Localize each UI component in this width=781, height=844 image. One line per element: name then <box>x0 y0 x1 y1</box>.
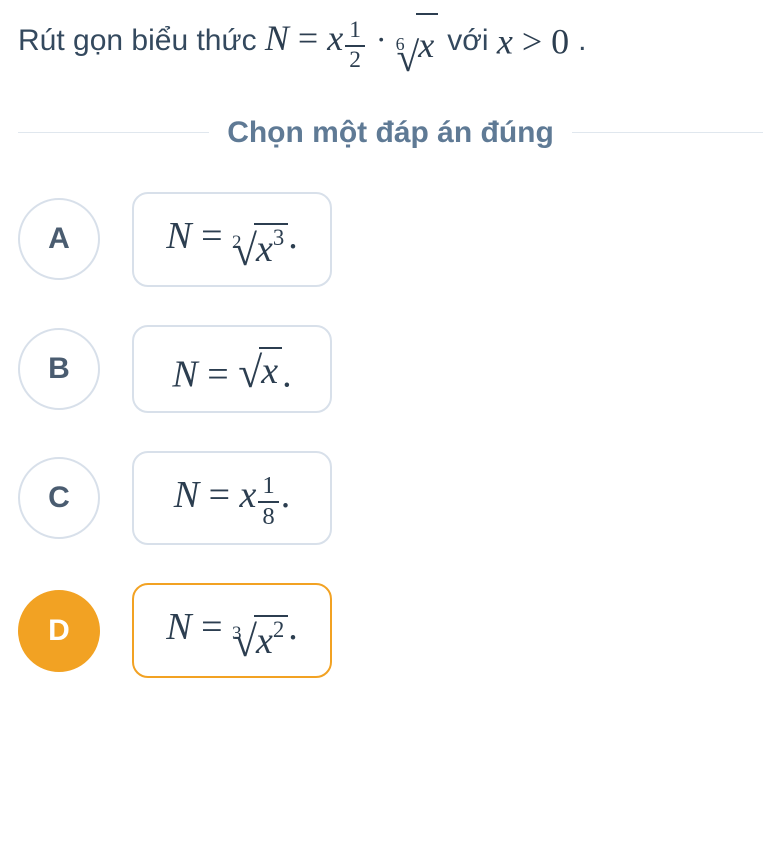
divider-left <box>18 132 209 133</box>
cond-val: 0 <box>551 21 569 61</box>
optA-eq: = <box>192 215 232 257</box>
optB-radical: √ x <box>238 347 282 393</box>
var-N: N <box>265 18 289 58</box>
instruction-row: Chọn một đáp án đúng <box>18 116 763 150</box>
optD-radical: 3 √ x2 <box>232 615 288 663</box>
option-row-d: D N = 3 √ x2 . <box>18 583 763 678</box>
optD-radicand: x2 <box>254 615 288 663</box>
option-a-math: N = 2 √ x3 . <box>166 214 298 271</box>
optC-den: 8 <box>258 501 278 530</box>
options-list: A N = 2 √ x3 . B N = √ x . <box>18 192 763 679</box>
optB-period: . <box>282 354 292 396</box>
optC-fraction: 1 8 <box>258 474 278 529</box>
optD-eq: = <box>192 606 232 648</box>
root-index: 6 <box>396 29 405 60</box>
frac-num: 1 <box>345 19 365 44</box>
option-letter-b[interactable]: B <box>18 328 100 410</box>
optB-eq: = <box>198 354 238 396</box>
optC-N: N <box>174 474 199 516</box>
optC-base: x <box>240 474 257 516</box>
cond-var: x <box>497 21 513 61</box>
optA-N: N <box>166 215 191 257</box>
option-d-math: N = 3 √ x2 . <box>166 605 298 662</box>
option-letter-c[interactable]: C <box>18 457 100 539</box>
option-box-a[interactable]: N = 2 √ x3 . <box>132 192 332 287</box>
optA-radical: 2 √ x3 <box>232 223 288 271</box>
option-box-b[interactable]: N = √ x . <box>132 325 332 413</box>
optC-period: . <box>281 474 291 516</box>
question-text: Rút gọn biểu thức N = x 1 2 · 6 √ x với … <box>18 8 763 76</box>
optA-exp: 3 <box>273 225 284 250</box>
optB-N: N <box>172 354 197 396</box>
exponent-fraction: 1 2 <box>345 19 365 72</box>
sixth-root: 6 √ x <box>396 13 439 76</box>
condition-expression: x > 0 <box>497 21 578 61</box>
optA-root-index: 2 <box>232 232 242 254</box>
optD-exp: 2 <box>273 617 284 642</box>
question-prefix: Rút gọn biểu thức <box>18 24 265 57</box>
optC-num: 1 <box>258 474 278 501</box>
option-box-d[interactable]: N = 3 √ x2 . <box>132 583 332 678</box>
option-row-b: B N = √ x . <box>18 325 763 413</box>
option-b-math: N = √ x . <box>172 347 291 397</box>
option-letter-d[interactable]: D <box>18 590 100 672</box>
optB-radicand: x <box>259 347 282 393</box>
option-row-a: A N = 2 √ x3 . <box>18 192 763 287</box>
optD-period: . <box>288 606 298 648</box>
option-letter-a[interactable]: A <box>18 198 100 280</box>
dot-operator: · <box>376 21 387 57</box>
question-expression: N = x 1 2 · 6 √ x <box>265 18 447 58</box>
option-box-c[interactable]: N = x 1 8 . <box>132 451 332 546</box>
cond-op: > <box>513 21 551 61</box>
frac-den: 2 <box>345 45 365 72</box>
optD-root-index: 3 <box>232 623 242 645</box>
option-c-math: N = x 1 8 . <box>174 473 291 530</box>
optD-N: N <box>166 606 191 648</box>
optA-period: . <box>288 215 298 257</box>
option-row-c: C N = x 1 8 . <box>18 451 763 546</box>
question-suffix: với <box>447 24 497 57</box>
divider-right <box>572 132 763 133</box>
optC-eq: = <box>199 474 239 516</box>
question-end: . <box>578 24 586 57</box>
instruction-text: Chọn một đáp án đúng <box>209 116 572 150</box>
radicand: x <box>416 13 438 76</box>
equals-sign: = <box>289 18 327 58</box>
optA-radicand: x3 <box>254 223 288 271</box>
var-x: x <box>327 18 343 58</box>
